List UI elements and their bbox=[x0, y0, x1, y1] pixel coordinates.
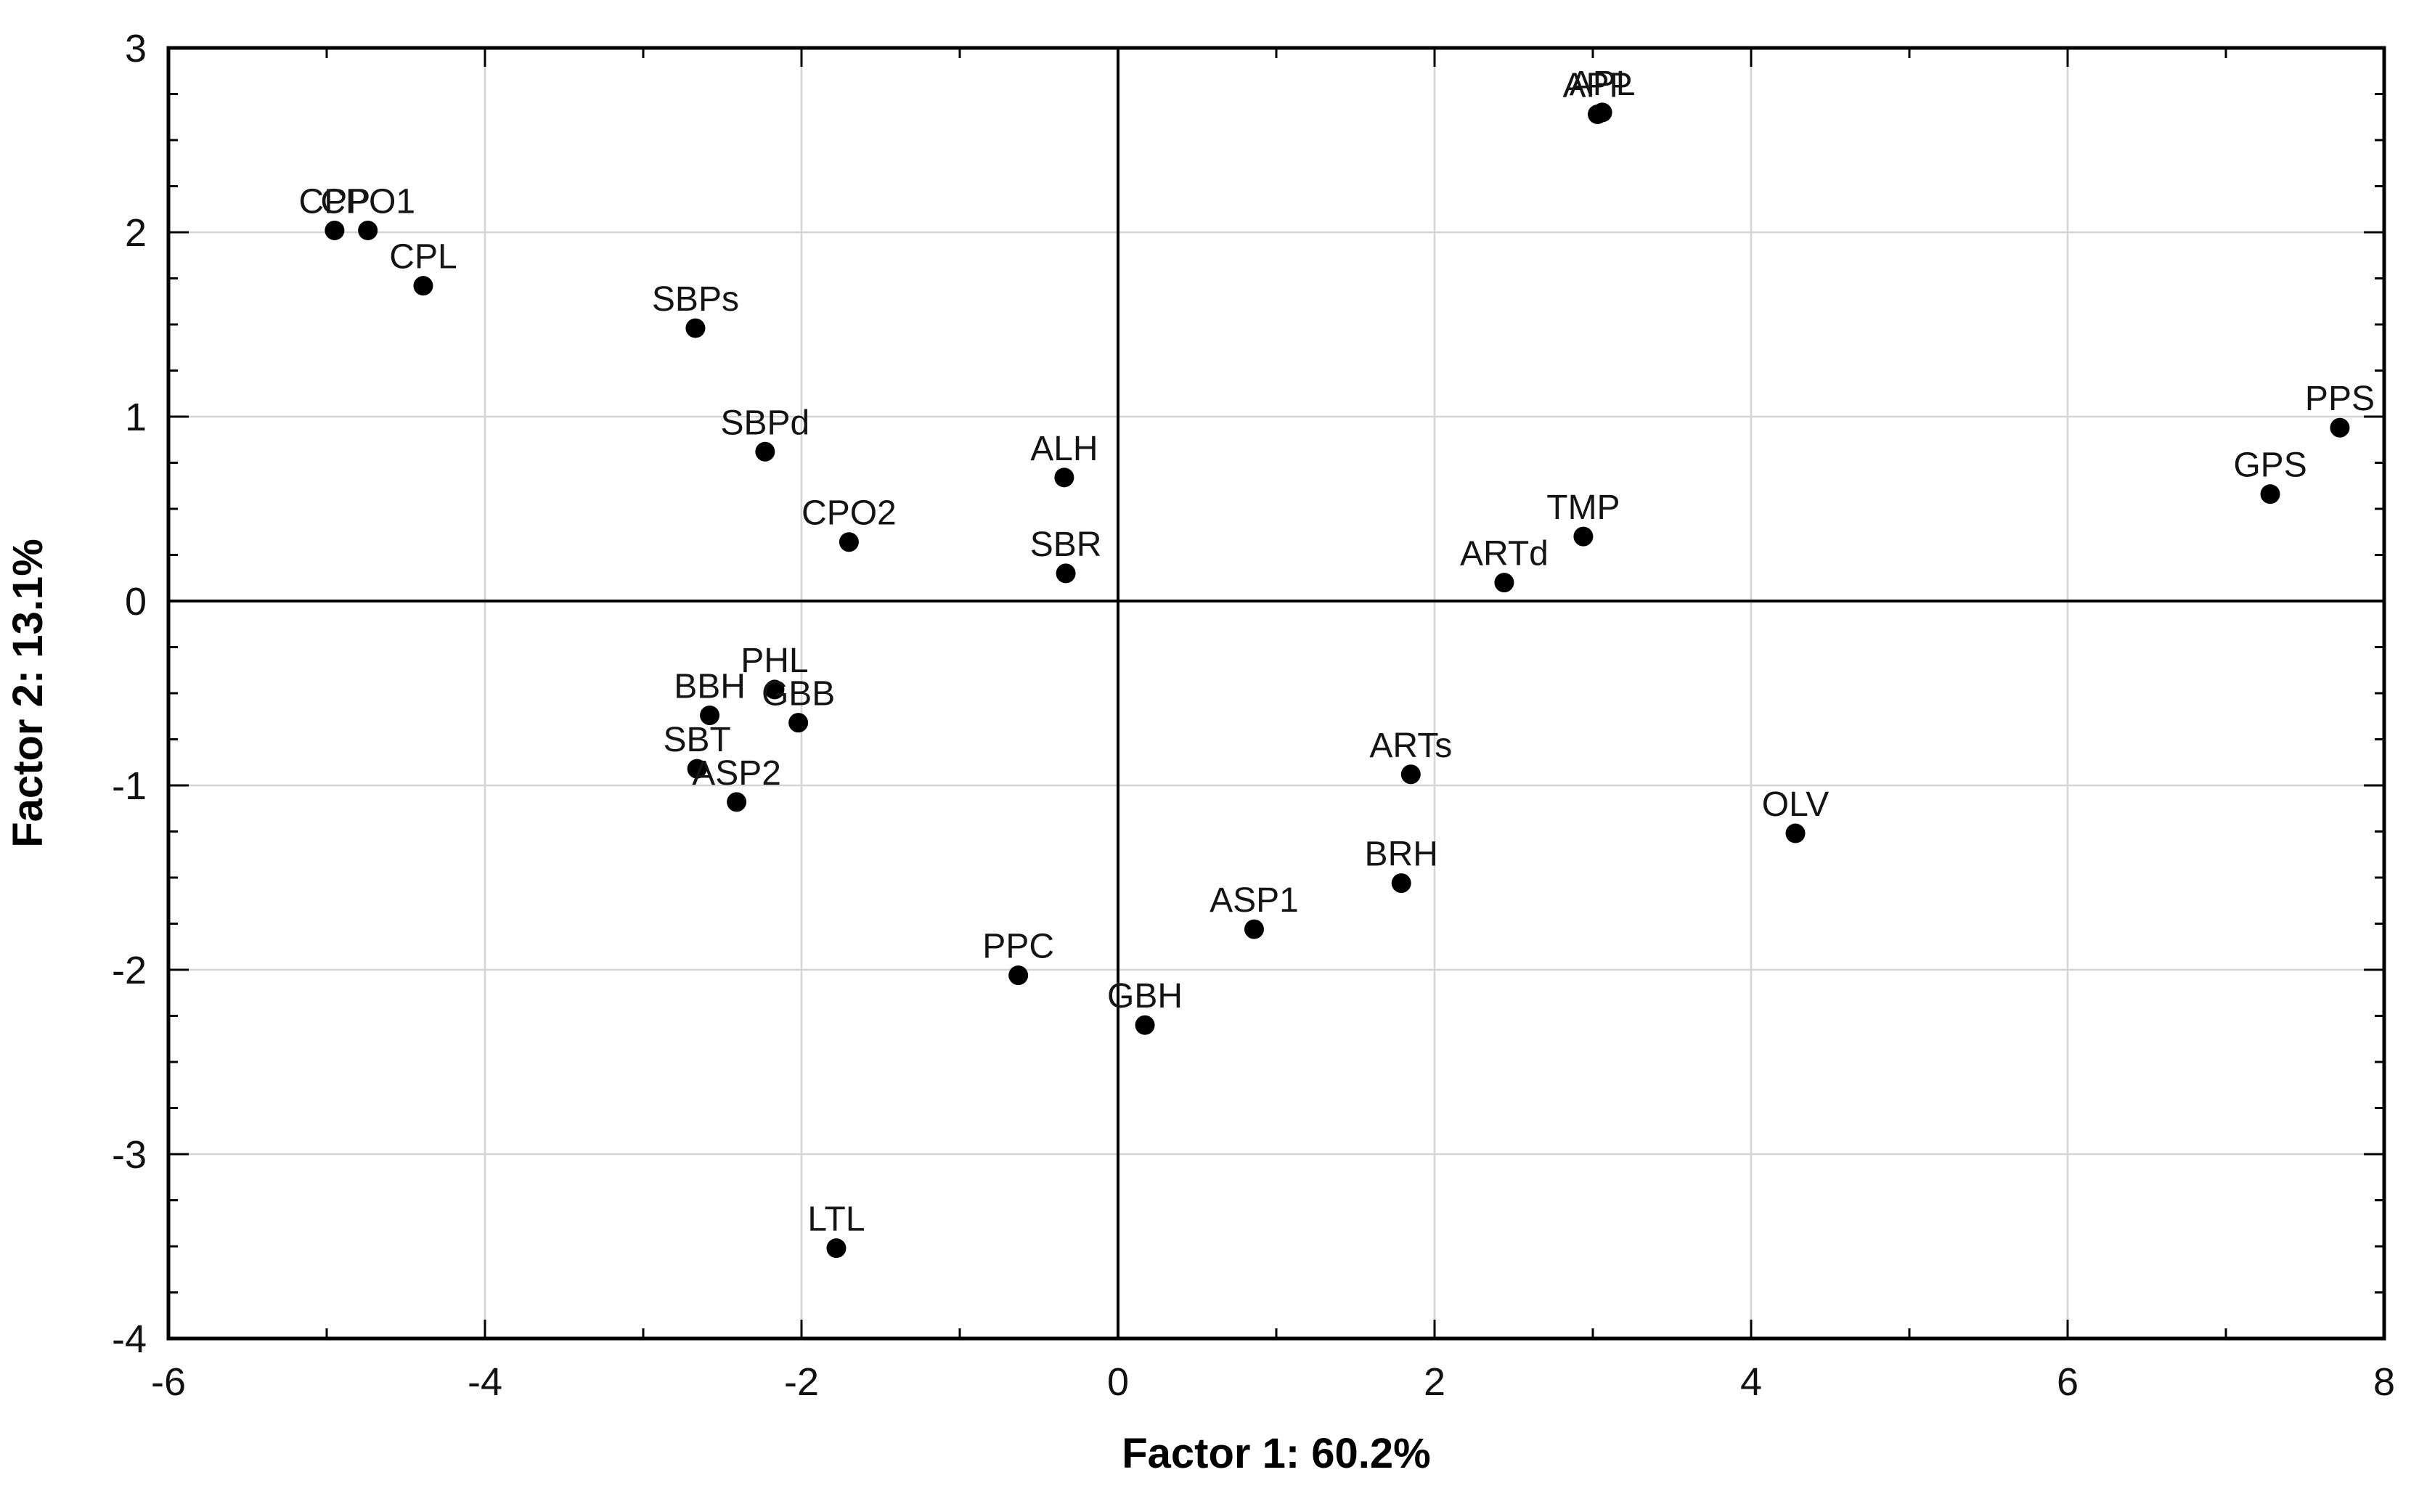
x-tick-label: -4 bbox=[468, 1360, 502, 1404]
point-label: SBR bbox=[1030, 526, 1102, 564]
zero-axis-lines bbox=[168, 48, 2384, 1339]
data-point bbox=[700, 705, 720, 725]
point-label: GPS bbox=[2233, 446, 2306, 485]
point-label: CPL bbox=[389, 238, 457, 277]
point-label: LTL bbox=[807, 1201, 865, 1239]
point-label: PPS bbox=[2305, 380, 2375, 418]
point-label: GBB bbox=[762, 675, 835, 714]
x-tick-label: -6 bbox=[151, 1360, 186, 1404]
data-points bbox=[325, 102, 2350, 1259]
data-point bbox=[826, 1238, 847, 1259]
data-point bbox=[1592, 102, 1612, 123]
point-label: SBPd bbox=[720, 404, 809, 442]
point-label: ARTd bbox=[1460, 535, 1549, 573]
data-point bbox=[1573, 526, 1594, 547]
point-label: GBH bbox=[1107, 977, 1183, 1016]
data-point bbox=[685, 318, 706, 338]
y-tick-label: -1 bbox=[112, 764, 147, 808]
y-tick-label: 1 bbox=[125, 396, 147, 439]
data-point bbox=[1244, 919, 1264, 939]
point-label: CPO2 bbox=[801, 494, 897, 533]
y-axis-title: Factor 2: 13.1% bbox=[4, 539, 52, 848]
point-label: BRH bbox=[1365, 835, 1438, 874]
data-point bbox=[2330, 417, 2350, 438]
data-point bbox=[839, 532, 859, 552]
data-point bbox=[1785, 823, 1806, 843]
x-tick-label: 0 bbox=[1107, 1360, 1129, 1404]
data-point bbox=[788, 713, 809, 733]
data-point bbox=[1391, 873, 1411, 894]
point-label: APP bbox=[1563, 66, 1633, 105]
point-label: ARTs bbox=[1369, 727, 1452, 765]
point-label: ALH bbox=[1030, 430, 1098, 468]
y-tick-label: -3 bbox=[112, 1133, 147, 1177]
y-tick-label: 0 bbox=[125, 580, 147, 624]
data-point bbox=[325, 220, 345, 240]
data-point bbox=[1056, 563, 1076, 584]
data-point bbox=[764, 679, 785, 700]
data-point bbox=[1135, 1015, 1155, 1035]
plot-frame bbox=[166, 46, 2386, 1341]
x-tick-label: 8 bbox=[2373, 1360, 2395, 1404]
x-tick-label: 6 bbox=[2057, 1360, 2079, 1404]
x-tick-label: 2 bbox=[1424, 1360, 1445, 1404]
tick-marks bbox=[167, 46, 2386, 1340]
y-tick-label: -2 bbox=[112, 949, 147, 992]
point-label: CPP bbox=[299, 182, 371, 221]
data-point bbox=[358, 220, 378, 240]
data-point bbox=[687, 759, 707, 779]
y-tick-label: 3 bbox=[125, 27, 147, 70]
point-label: PHL bbox=[741, 642, 808, 680]
point-label: ASP2 bbox=[692, 754, 781, 793]
x-tick-label: 4 bbox=[1740, 1360, 1762, 1404]
x-axis-title: Factor 1: 60.2% bbox=[1122, 1430, 1431, 1477]
data-point bbox=[1008, 965, 1029, 986]
data-point bbox=[1400, 764, 1421, 785]
data-point bbox=[1494, 573, 1514, 593]
x-tick-label: -2 bbox=[784, 1360, 819, 1404]
point-label: CPO1 bbox=[320, 182, 415, 221]
point-label: SBT bbox=[663, 721, 730, 759]
data-point bbox=[755, 441, 775, 462]
data-point bbox=[413, 276, 433, 296]
data-point bbox=[727, 792, 747, 812]
point-label: SBPs bbox=[652, 280, 739, 319]
point-label: BBH bbox=[674, 667, 746, 706]
point-label: OLV bbox=[1762, 785, 1829, 824]
y-tick-label: 2 bbox=[125, 211, 147, 255]
gridlines bbox=[168, 48, 2384, 1339]
data-point bbox=[1054, 467, 1074, 488]
point-label: PPC bbox=[982, 928, 1054, 966]
data-point bbox=[2260, 484, 2280, 504]
point-label: APL bbox=[1570, 65, 1636, 103]
y-tick-label: -4 bbox=[112, 1317, 147, 1361]
point-label: TMP bbox=[1546, 489, 1620, 527]
point-label: ASP1 bbox=[1210, 881, 1299, 920]
